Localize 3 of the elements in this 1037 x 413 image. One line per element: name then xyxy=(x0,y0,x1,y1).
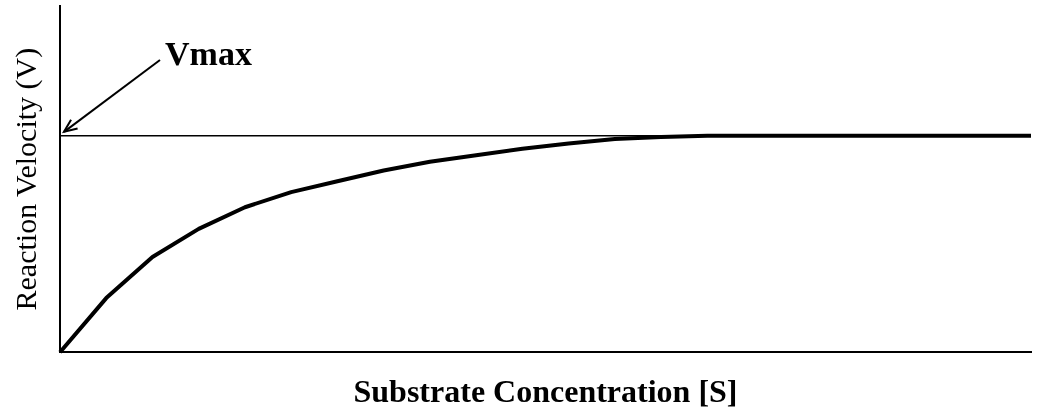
ref-line-label: Vmax xyxy=(165,34,252,72)
y-axis-title: Reaction Velocity (V) xyxy=(8,47,43,311)
x-axis-title: Substrate Concentration [S] xyxy=(353,373,738,410)
